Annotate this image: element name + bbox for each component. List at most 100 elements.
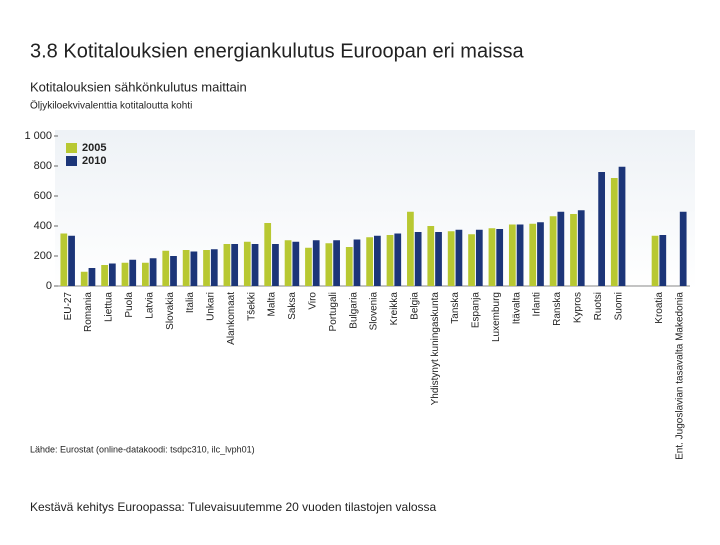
bar: [210, 249, 218, 286]
y-tick-label: 400: [34, 220, 52, 232]
x-tick-label: Bulgaria: [348, 292, 359, 329]
bar: [598, 172, 606, 286]
bar: [272, 244, 279, 286]
x-tick-label: Ranska: [552, 292, 563, 326]
y-tick-label: 1 000: [24, 130, 52, 142]
bar: [190, 251, 198, 286]
bar: [488, 228, 496, 286]
x-tick-label: Tšekki: [246, 292, 257, 321]
bar: [455, 229, 463, 286]
bar: [149, 258, 157, 286]
bar: [496, 229, 504, 286]
x-tick-label: Alankomaat: [226, 292, 237, 345]
bar: [333, 240, 340, 286]
legend-label: 2005: [82, 142, 106, 154]
bar: [651, 235, 659, 286]
bar: [162, 250, 170, 286]
bar: [427, 226, 435, 286]
bar: [508, 224, 516, 286]
bar: [610, 178, 618, 286]
bar: [182, 250, 190, 286]
bar: [549, 216, 557, 286]
bar: [679, 211, 687, 286]
bar: [516, 224, 524, 286]
bar: [468, 234, 475, 286]
bar: [141, 262, 149, 286]
x-tick-label: Latvia: [144, 292, 155, 319]
x-tick-label: Ent. Jugoslavian tasavalta Makedonia: [674, 292, 685, 460]
legend-label: 2010: [82, 155, 106, 167]
bar: [407, 211, 414, 286]
x-tick-label: Espanja: [471, 292, 482, 329]
bar: [659, 235, 667, 286]
x-tick-label: Unkari: [206, 292, 217, 321]
bar: [570, 214, 577, 286]
x-tick-label: Suomi: [613, 292, 624, 320]
bar: [88, 268, 96, 286]
bar: [414, 232, 422, 286]
bar: [284, 240, 292, 286]
bar: [374, 235, 381, 286]
bar: [68, 235, 75, 286]
bar: [170, 256, 177, 286]
bar: [386, 235, 394, 286]
bar: [353, 239, 361, 286]
x-tick-label: Luxemburg: [491, 292, 502, 342]
bar: [435, 232, 442, 286]
bar: [394, 233, 402, 286]
bar: [305, 247, 312, 286]
bar: [223, 244, 231, 286]
x-tick-label: Portugali: [328, 292, 339, 331]
bar: [243, 241, 251, 286]
bar: [366, 237, 373, 286]
x-tick-label: Ruotsi: [593, 292, 604, 320]
bar: [121, 262, 129, 286]
bar: [345, 247, 353, 286]
x-tick-label: Puola: [124, 292, 135, 318]
x-tick-label: Italia: [185, 292, 196, 314]
x-tick-label: Kroatia: [654, 292, 665, 324]
bar: [312, 240, 320, 286]
footer: Kestävä kehitys Euroopassa: Tulevaisuute…: [30, 500, 437, 514]
x-tick-label: Itävalta: [511, 292, 522, 325]
bar: [101, 265, 108, 286]
legend-swatch: [66, 156, 77, 166]
x-tick-label: Slovakia: [165, 292, 176, 330]
bar: [325, 243, 333, 286]
chart-title: 3.8 Kotitalouksien energiankulutus Euroo…: [30, 40, 525, 62]
x-tick-label: Tanska: [450, 292, 461, 324]
x-tick-label: EU-27: [63, 292, 74, 321]
bar: [231, 244, 239, 286]
source-note: Lähde: Eurostat (online-datakoodi: tsdpc…: [30, 444, 255, 454]
bar: [618, 166, 626, 286]
bar: [557, 211, 565, 286]
x-tick-label: Saksa: [287, 292, 298, 320]
legend-swatch: [66, 143, 77, 153]
y-tick-label: 800: [34, 160, 52, 172]
bar: [475, 229, 483, 286]
bar: [108, 263, 116, 286]
x-tick-label: Irlanti: [532, 292, 543, 316]
bar: [577, 210, 585, 286]
y-tick-label: 600: [34, 190, 52, 202]
x-tick-label: Belgia: [409, 292, 420, 320]
chart-subtitle: Kotitalouksien sähkönkulutus maittain: [30, 79, 247, 94]
bar: [60, 233, 68, 286]
bar: [80, 271, 88, 286]
y-tick-label: 200: [34, 250, 52, 262]
bar: [292, 241, 300, 286]
x-tick-label: Viro: [307, 292, 318, 310]
bar: [529, 223, 537, 286]
x-tick-label: Yhdistynyt kuningaskunta: [430, 292, 441, 406]
x-tick-label: Kypros: [573, 292, 584, 323]
x-tick-label: Romania: [83, 292, 94, 332]
bar: [203, 250, 210, 286]
bar: [129, 259, 137, 286]
x-tick-label: Malta: [267, 292, 278, 317]
x-tick-label: Kreikka: [389, 292, 400, 326]
bar: [537, 222, 544, 286]
y-axis-label: Öljykiloekvivalenttia kotitaloutta kohti: [30, 100, 192, 112]
y-tick-label: 0: [46, 280, 52, 292]
